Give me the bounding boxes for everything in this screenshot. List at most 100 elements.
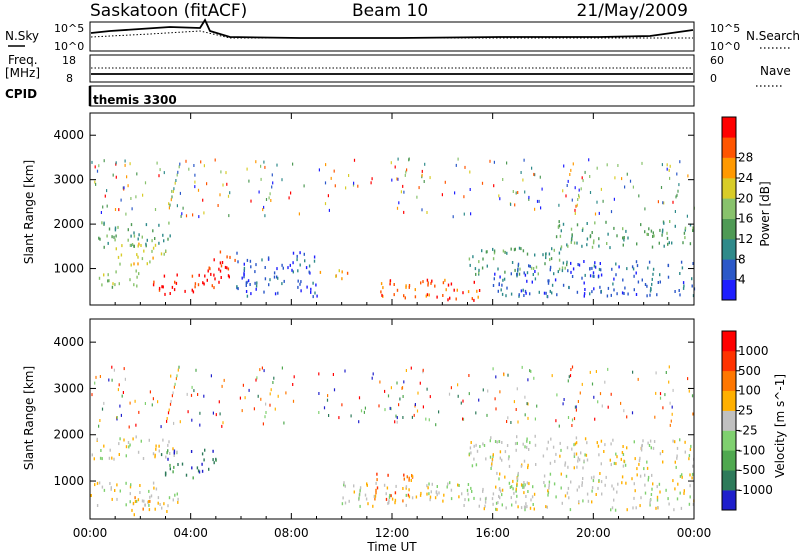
data-cell xyxy=(466,488,469,492)
data-cell xyxy=(615,452,617,456)
data-cell xyxy=(527,402,529,406)
data-cell xyxy=(170,399,172,403)
data-cell xyxy=(401,386,404,390)
data-cell xyxy=(632,185,634,189)
data-cell xyxy=(470,451,472,455)
data-cell xyxy=(578,263,581,267)
data-cell xyxy=(95,375,97,379)
data-cell xyxy=(404,296,406,300)
data-cell xyxy=(666,231,668,235)
colorbar-swatch xyxy=(722,117,736,138)
data-cell xyxy=(548,486,550,490)
station-title: Saskatoon (fitACF) xyxy=(90,1,247,21)
x-tick-label: 00:00 xyxy=(677,526,712,540)
data-cell xyxy=(109,482,111,485)
data-cell xyxy=(172,470,174,474)
data-cell xyxy=(643,467,645,471)
data-cell xyxy=(388,499,390,503)
data-cell xyxy=(160,252,163,256)
data-cell xyxy=(517,191,519,194)
data-cell xyxy=(469,188,471,191)
data-cell xyxy=(558,251,561,255)
data-cell xyxy=(396,206,399,210)
data-cell xyxy=(114,226,117,230)
data-cell xyxy=(204,448,206,452)
data-cell xyxy=(493,249,496,253)
data-cell xyxy=(292,383,294,386)
data-cell xyxy=(385,492,387,496)
data-cell xyxy=(359,504,361,508)
data-cell xyxy=(514,442,517,446)
data-cell xyxy=(408,285,410,289)
data-cell xyxy=(150,494,153,498)
data-cell xyxy=(344,484,346,488)
data-cell xyxy=(583,281,585,285)
data-cell xyxy=(136,275,138,279)
data-cell xyxy=(358,496,360,500)
data-cell xyxy=(558,258,561,262)
colorbar-tick-label: -1000 xyxy=(738,483,773,497)
data-cell xyxy=(527,463,529,467)
data-cell xyxy=(526,445,528,449)
data-cell xyxy=(669,176,671,180)
data-cell xyxy=(137,255,139,259)
data-cell xyxy=(573,443,575,447)
data-cell xyxy=(533,376,535,380)
data-cell xyxy=(584,288,586,291)
data-cell xyxy=(662,201,664,205)
colorbar-tick-label: 12 xyxy=(738,232,753,246)
data-cell xyxy=(485,496,487,500)
data-cell xyxy=(124,159,126,163)
data-cell xyxy=(111,285,114,289)
data-cell xyxy=(155,444,157,448)
data-cell xyxy=(154,453,156,457)
data-cell xyxy=(688,457,690,461)
data-cell xyxy=(168,202,170,206)
data-cell xyxy=(109,448,111,452)
data-cell xyxy=(111,365,113,369)
data-cell xyxy=(594,261,596,265)
data-cell xyxy=(649,498,651,502)
data-cell xyxy=(137,450,140,454)
data-cell xyxy=(391,497,394,501)
data-cell xyxy=(431,279,433,283)
nsearch-label: N.Search xyxy=(746,29,800,43)
data-cell xyxy=(201,462,203,466)
data-cell xyxy=(663,221,665,225)
data-cell xyxy=(547,279,549,283)
data-cell xyxy=(218,400,220,404)
data-cell xyxy=(649,501,651,505)
data-cell xyxy=(573,452,576,456)
data-cell xyxy=(169,292,171,295)
data-cell xyxy=(218,267,220,271)
data-cell xyxy=(405,485,408,489)
data-cell xyxy=(236,285,238,289)
data-cell xyxy=(679,272,681,275)
data-cell xyxy=(468,452,471,456)
data-cell xyxy=(101,221,103,225)
data-cell xyxy=(516,484,518,488)
data-cell xyxy=(115,175,117,179)
data-cell xyxy=(668,365,670,369)
data-cell xyxy=(398,403,400,407)
data-cell xyxy=(522,483,524,487)
data-cell xyxy=(578,485,580,489)
data-cell xyxy=(467,498,470,502)
data-cell xyxy=(605,220,607,224)
data-cell xyxy=(623,292,625,295)
data-cell xyxy=(121,394,123,398)
data-cell xyxy=(276,267,278,271)
data-cell xyxy=(120,413,122,417)
data-cell xyxy=(631,265,634,269)
data-cell xyxy=(326,398,329,402)
colorbar-frame xyxy=(721,330,737,511)
data-cell xyxy=(468,257,471,261)
data-cell xyxy=(176,450,178,454)
data-cell xyxy=(108,456,111,460)
data-cell xyxy=(116,483,118,487)
data-cell xyxy=(576,203,578,207)
data-cell xyxy=(120,253,123,257)
data-cell xyxy=(576,488,578,492)
data-cell xyxy=(391,178,393,182)
data-cell xyxy=(523,505,526,509)
